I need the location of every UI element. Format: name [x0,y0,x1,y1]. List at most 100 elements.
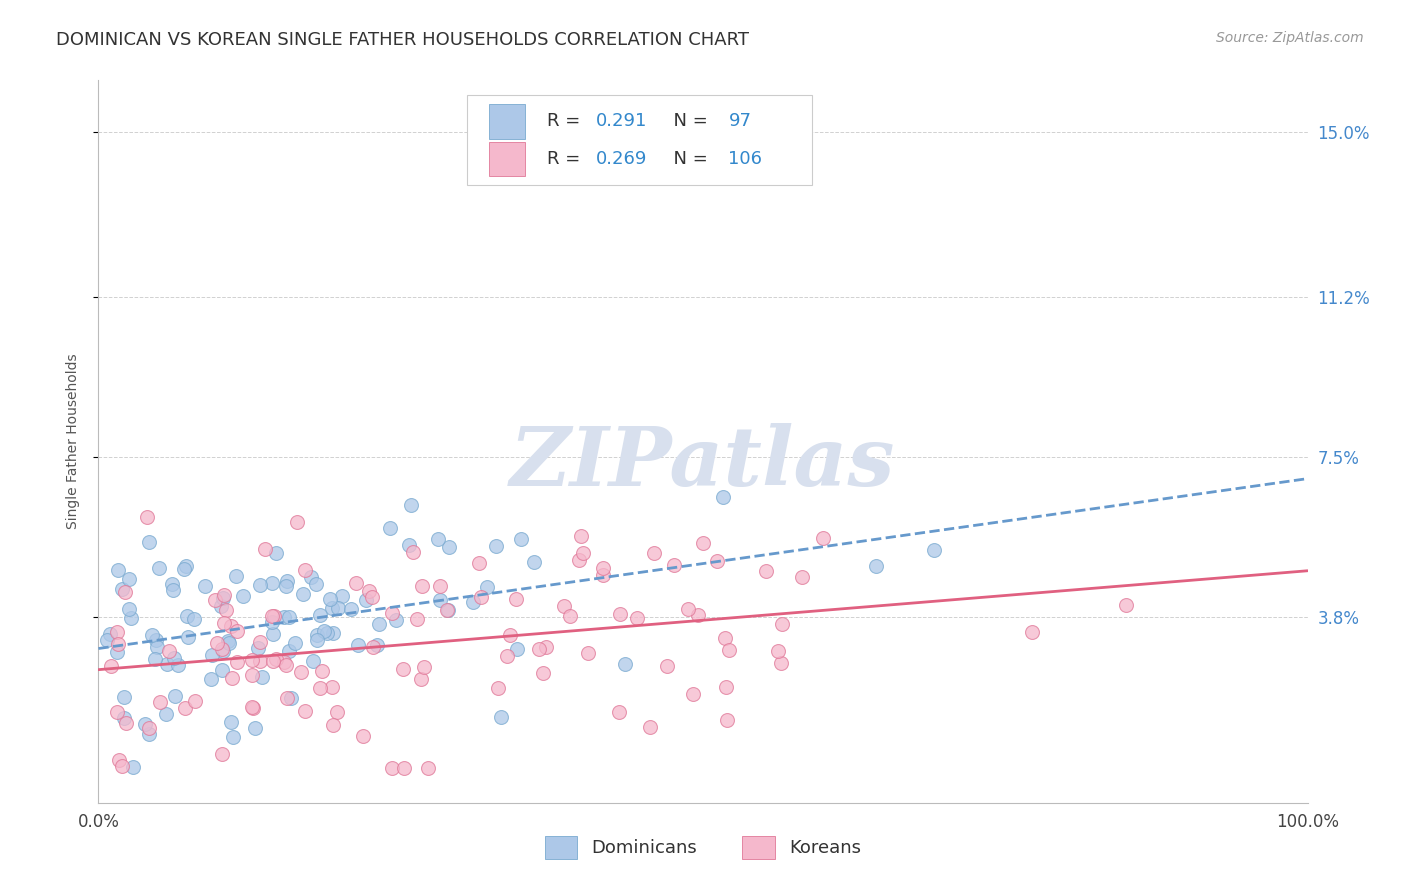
Point [232,589,254,603]
Point [96,632,118,647]
Point [215,603,238,617]
Point [381,761,404,775]
Point [242,701,264,715]
Point [249,654,271,668]
Point [470,590,492,604]
Point [1115,599,1137,613]
Point [309,681,332,696]
Point [112,690,135,704]
Point [194,579,217,593]
Point [211,747,233,761]
Point [523,555,546,569]
Point [378,520,401,534]
Point [409,672,432,686]
Point [436,602,458,616]
Point [209,599,232,614]
Point [200,672,222,686]
Point [138,535,160,549]
Point [366,638,388,652]
Point [714,631,737,645]
Point [626,611,648,625]
Point [437,603,460,617]
Text: 97: 97 [728,112,751,130]
Point [149,695,172,709]
Point [247,641,270,656]
Point [156,657,179,671]
Point [291,587,314,601]
Point [204,592,226,607]
Point [107,753,129,767]
Point [576,646,599,660]
Point [221,671,243,685]
Point [865,558,887,573]
Text: 0.269: 0.269 [595,150,647,168]
Point [249,634,271,648]
Point [344,576,367,591]
Point [592,567,614,582]
Point [609,607,631,621]
Point [770,617,793,632]
Point [314,624,336,638]
Point [183,612,205,626]
Point [439,540,461,554]
Text: 0.291: 0.291 [595,112,647,130]
Point [273,655,295,669]
Point [105,705,128,719]
Point [138,727,160,741]
Point [326,705,349,719]
Point [352,729,374,743]
Point [301,654,323,668]
Point [305,576,328,591]
Point [141,628,163,642]
Point [768,644,790,658]
Text: ZIPatlas: ZIPatlas [510,423,896,503]
Point [100,659,122,673]
Point [177,630,200,644]
Point [211,642,233,657]
Point [354,592,377,607]
Point [107,563,129,577]
Point [392,662,415,676]
Point [134,716,156,731]
Point [311,665,333,679]
Point [221,714,243,729]
Point [402,545,425,559]
Point [922,543,945,558]
Point [510,533,533,547]
Point [112,711,135,725]
Point [285,516,308,530]
FancyBboxPatch shape [489,142,526,177]
Point [692,535,714,549]
Point [429,579,451,593]
Point [260,615,283,629]
Point [308,607,330,622]
Point [361,591,384,605]
Point [485,539,508,553]
Point [307,633,329,648]
Point [114,585,136,599]
Point [211,664,233,678]
Point [571,547,593,561]
Point [274,579,297,593]
Point [264,652,287,666]
Point [322,718,344,732]
Point [157,644,180,658]
Point [105,624,128,639]
Y-axis label: Single Father Households: Single Father Households [66,354,80,529]
Point [264,546,287,560]
Point [118,573,141,587]
Point [339,601,361,615]
Point [315,625,337,640]
Point [211,644,233,658]
Point [276,658,298,673]
Point [176,608,198,623]
Point [688,607,710,622]
Point [143,652,166,666]
Point [211,591,233,606]
Point [385,613,408,627]
Point [262,627,284,641]
Legend: Dominicans, Koreans: Dominicans, Koreans [537,829,869,866]
Point [111,582,134,597]
Point [174,559,197,574]
Point [278,610,301,624]
